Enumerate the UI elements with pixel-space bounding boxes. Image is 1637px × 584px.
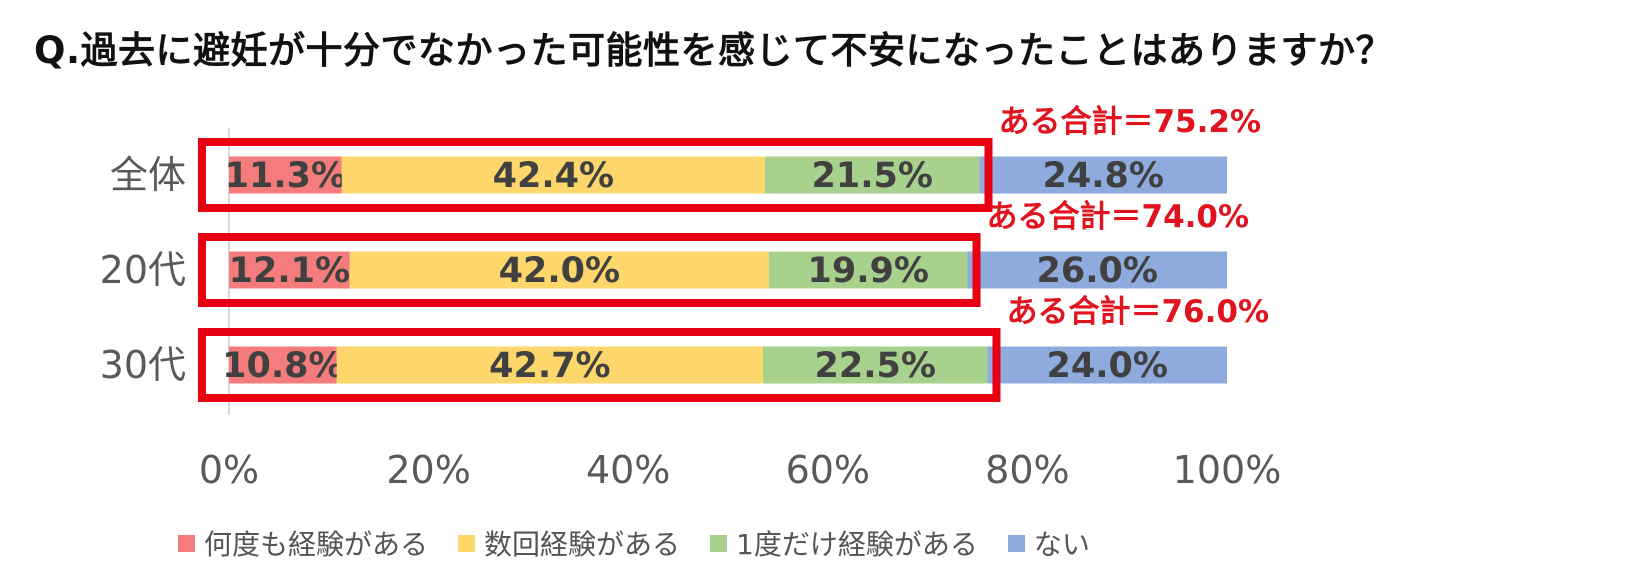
data-label-30s-once: 22.5% xyxy=(814,346,935,386)
data-label-all-never: 24.8% xyxy=(1043,156,1164,196)
bar-all-never xyxy=(979,156,1227,194)
bar-all-once xyxy=(764,156,980,194)
bar-all-many-times xyxy=(229,156,342,194)
legend-item-never: ない xyxy=(1007,523,1090,563)
bar-all-several-times xyxy=(341,156,765,194)
legend-swatch-many-times xyxy=(178,534,195,552)
chart-title: Q.過去に避妊が十分でなかった可能性を感じて不安になったことはありますか？ xyxy=(34,29,1394,72)
x-tick-label: 60% xyxy=(786,448,870,492)
category-label-30s: 30代 xyxy=(100,343,186,387)
annotation-total-20s: ある合計＝74.0% xyxy=(987,199,1250,235)
bar-20s-several-times xyxy=(349,251,769,289)
bar-30s-once xyxy=(762,346,988,384)
legend-label-many-times: 何度も経験がある xyxy=(204,528,429,561)
data-label-all-several-times: 42.4% xyxy=(493,156,614,196)
data-label-20s-several-times: 42.0% xyxy=(499,251,620,291)
highlight-box-30s xyxy=(198,328,1001,402)
data-label-20s-once: 19.9% xyxy=(808,251,929,291)
legend-label-once: 1度だけ経験がある xyxy=(736,528,978,561)
legend-swatch-several-times xyxy=(458,534,476,552)
x-tick-label: 0% xyxy=(199,448,259,492)
chart-legend: 何度も経験がある 数回経験がある 1度だけ経験がある ない xyxy=(178,523,1120,563)
data-label-20s-never: 26.0% xyxy=(1037,251,1158,291)
bar-20s-once xyxy=(768,251,968,289)
legend-label-several-times: 数回経験がある xyxy=(484,528,681,561)
data-label-20s-many-times: 12.1% xyxy=(229,251,350,291)
bar-30s-several-times xyxy=(336,346,763,384)
annotation-total-30s: ある合計＝76.0% xyxy=(1006,294,1269,330)
legend-item-several-times: 数回経験がある xyxy=(458,523,680,563)
category-label-all: 全体 xyxy=(110,153,186,197)
legend-label-never: ない xyxy=(1033,528,1090,561)
x-tick-label: 80% xyxy=(985,448,1069,492)
bar-30s-many-times xyxy=(229,346,337,384)
legend-swatch-once xyxy=(710,534,728,552)
x-tick-label: 40% xyxy=(586,448,670,492)
x-tick-label: 20% xyxy=(386,448,470,492)
data-label-30s-several-times: 42.7% xyxy=(489,346,610,386)
data-label-all-many-times: 11.3% xyxy=(225,156,346,196)
highlight-box-20s xyxy=(198,233,981,307)
category-label-20s: 20代 xyxy=(100,248,186,292)
data-label-all-once: 21.5% xyxy=(811,156,932,196)
data-label-30s-never: 24.0% xyxy=(1047,346,1168,386)
bar-20s-many-times xyxy=(229,251,350,289)
legend-swatch-never xyxy=(1007,534,1025,552)
bar-20s-never xyxy=(967,251,1227,289)
x-tick-label: 100% xyxy=(1173,448,1282,492)
highlight-box-all xyxy=(198,138,993,212)
data-label-30s-many-times: 10.8% xyxy=(222,346,343,386)
bar-30s-never xyxy=(987,346,1227,384)
legend-item-once: 1度だけ経験がある xyxy=(710,523,978,563)
legend-item-many-times: 何度も経験がある xyxy=(178,523,428,563)
annotation-total-all: ある合計＝75.2% xyxy=(998,104,1261,140)
